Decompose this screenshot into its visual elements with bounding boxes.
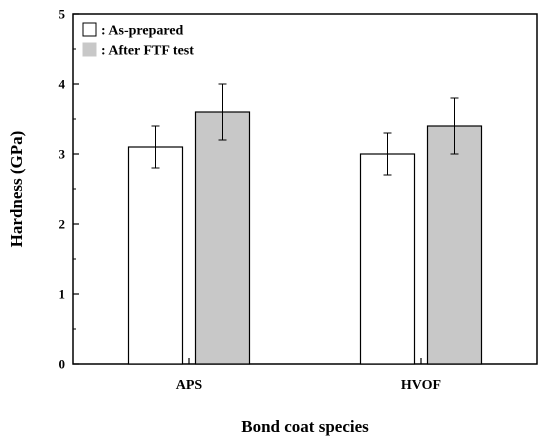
x-axis-title: Bond coat species — [241, 417, 369, 436]
y-tick-label: 2 — [59, 217, 66, 232]
bar — [359, 153, 416, 365]
x-tick-label: APS — [176, 378, 203, 393]
y-axis-title: Hardness (GPa) — [7, 131, 26, 248]
bars — [127, 83, 483, 365]
bar — [426, 125, 483, 365]
legend-swatch — [82, 22, 97, 37]
bar — [127, 146, 184, 365]
legend-swatch — [82, 42, 97, 57]
legend-label: : After FTF test — [101, 44, 194, 59]
y-tick-label: 3 — [59, 147, 66, 162]
legend-label: : As-prepared — [101, 24, 184, 39]
y-tick-label: 1 — [59, 287, 66, 302]
x-axis: APS HVOF — [176, 358, 441, 393]
legend: : As-prepared : After FTF test — [82, 22, 194, 59]
y-tick-label: 0 — [59, 357, 66, 372]
y-tick-label: 4 — [59, 77, 66, 92]
y-axis: 0 1 2 3 4 5 — [59, 7, 79, 372]
bar — [194, 111, 251, 365]
y-tick-label: 5 — [59, 7, 66, 22]
x-tick-label: HVOF — [401, 378, 441, 393]
